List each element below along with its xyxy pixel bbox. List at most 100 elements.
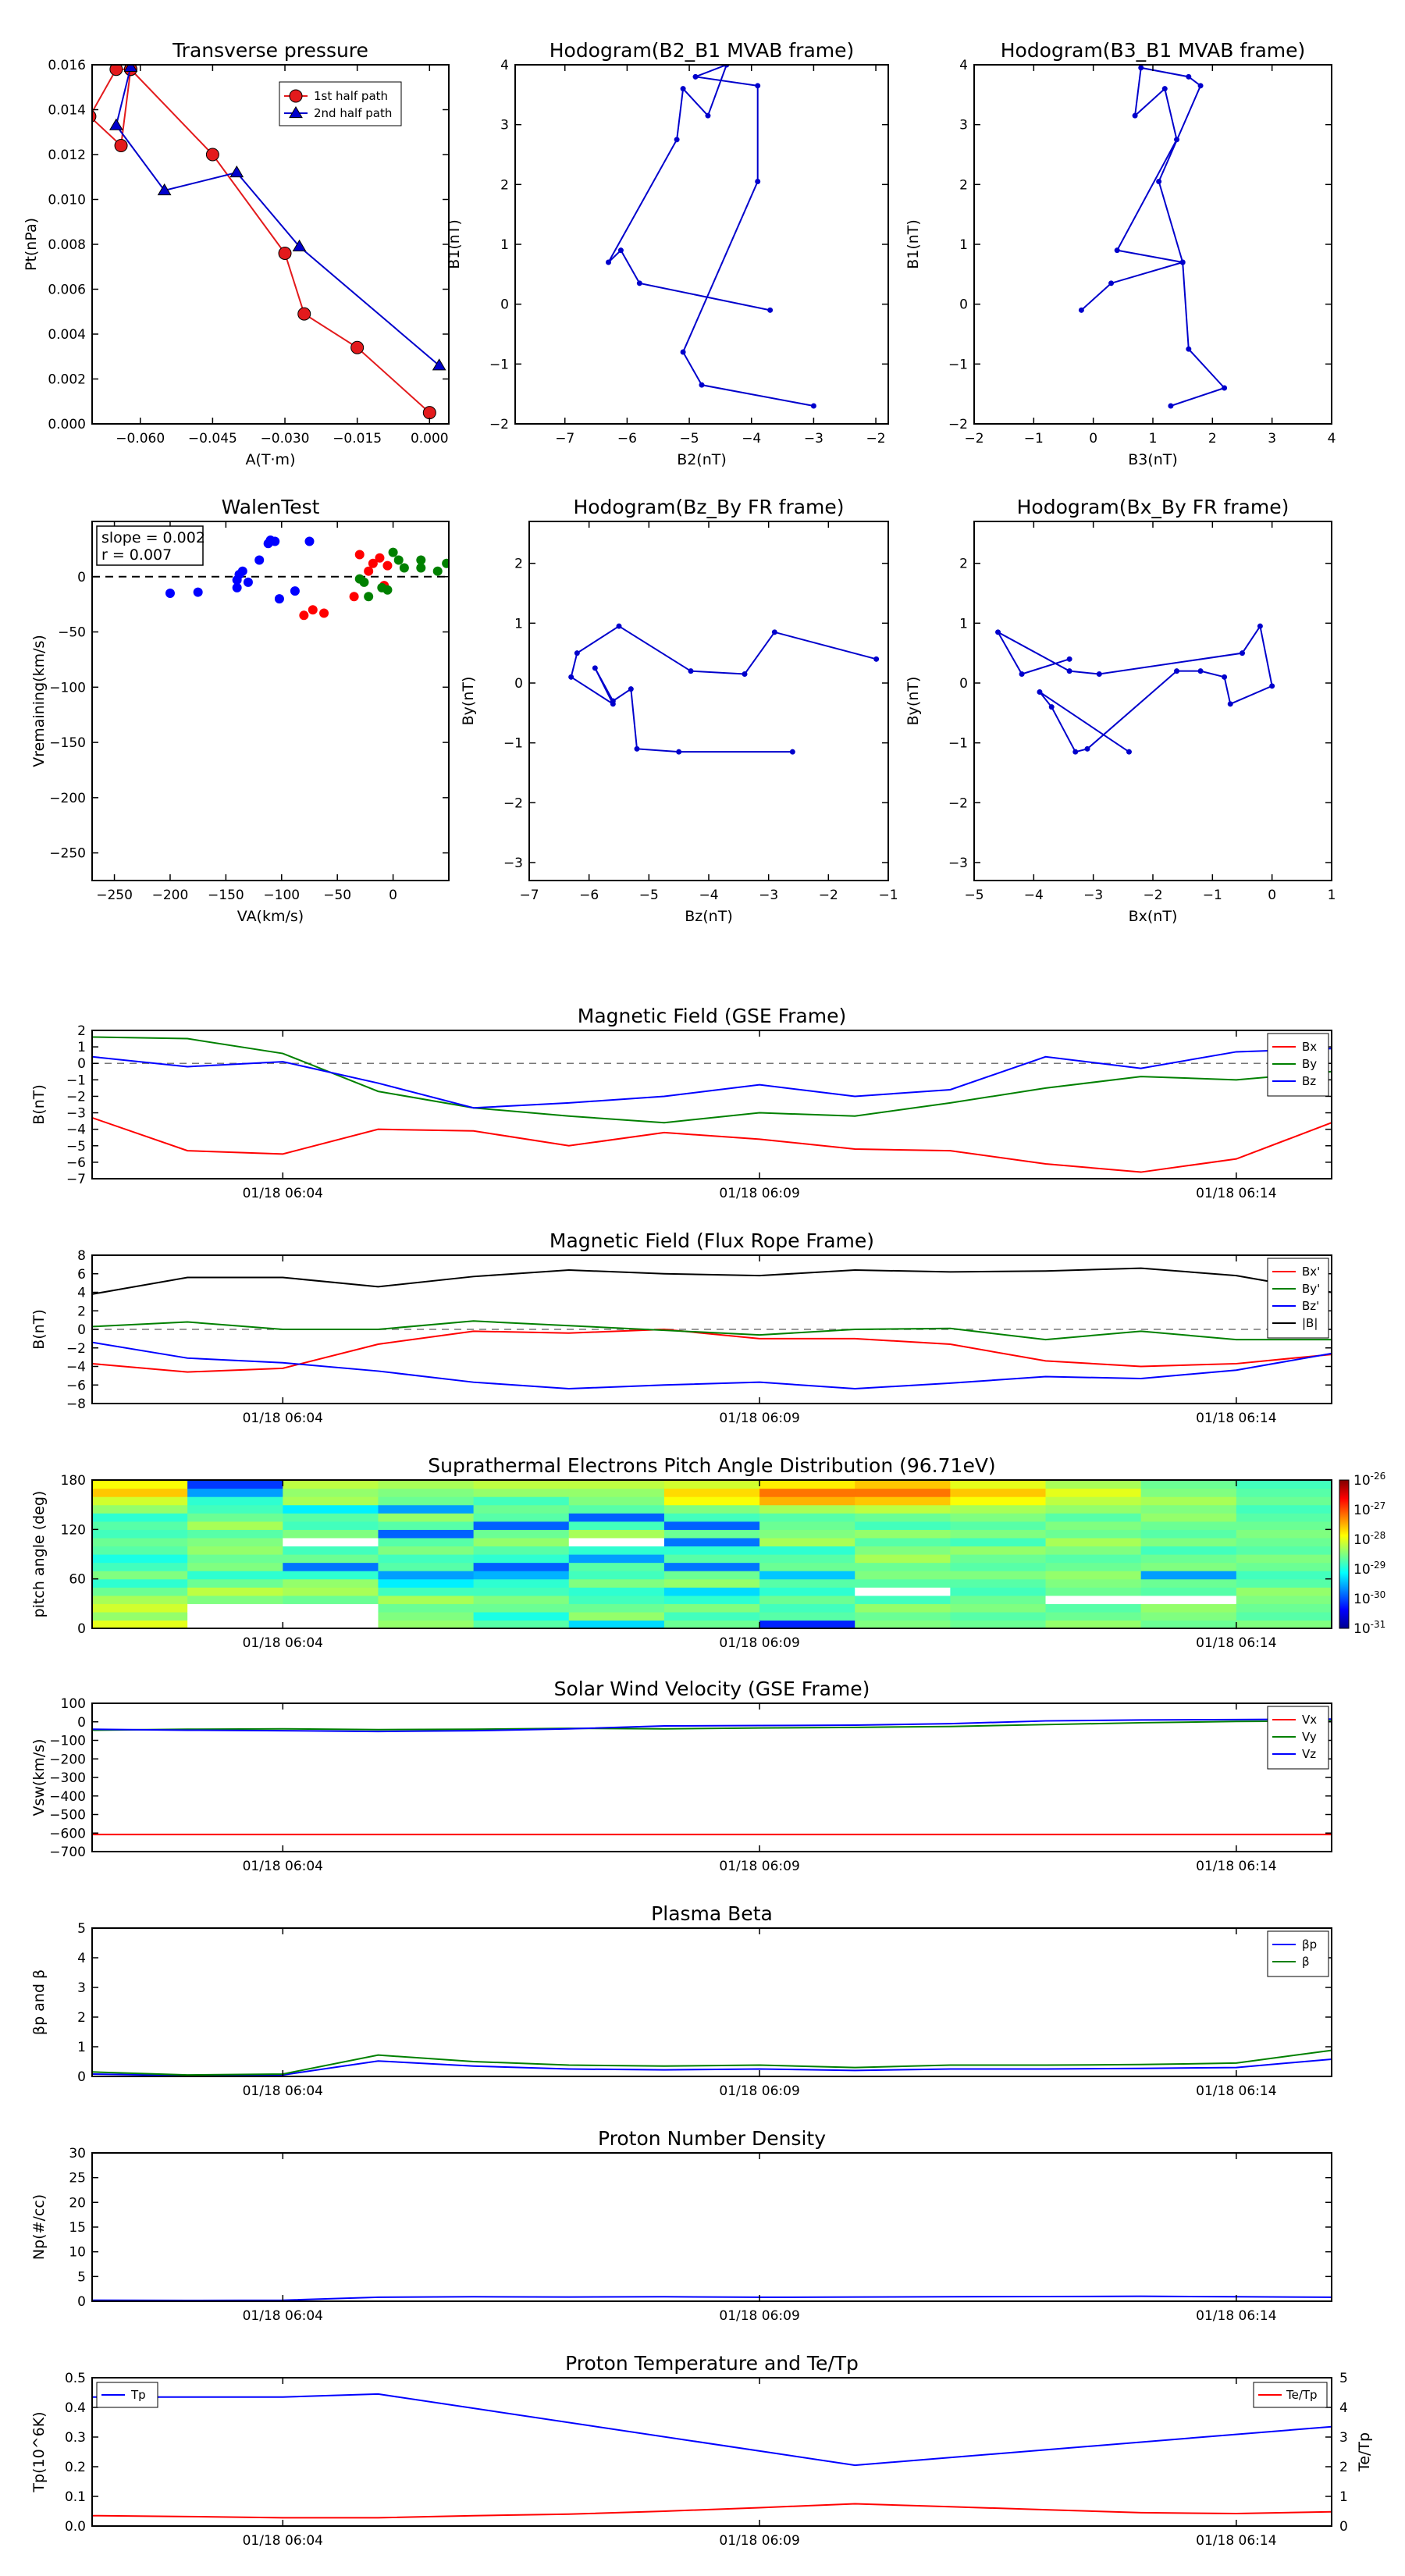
y-tick-label: 5 (77, 2269, 86, 2285)
scatter-point (388, 547, 398, 557)
data-point (1240, 650, 1245, 656)
scatter-point (442, 558, 449, 568)
heatmap-cell (568, 1571, 665, 1580)
y-axis-label: B1(nT) (446, 219, 463, 269)
heatmap-cell (283, 1546, 379, 1555)
legend-box (1267, 1033, 1329, 1097)
y-tick-label: 100 (61, 1696, 86, 1712)
scatter-point (274, 594, 284, 604)
y-tick-label: 15 (69, 2220, 86, 2236)
data-point (755, 83, 761, 89)
data-point (157, 183, 172, 196)
y-tick-label: 4 (77, 1951, 86, 1966)
heatmap-cell (473, 1587, 570, 1596)
heatmap-cell (759, 1571, 855, 1580)
data-point (1126, 749, 1132, 755)
chart-title: Proton Temperature and Te/Tp (565, 2352, 859, 2375)
y-tick-label: 0.5 (65, 2371, 86, 2386)
heatmap-cell (855, 1504, 951, 1514)
heatmap-cell (1236, 1529, 1332, 1539)
x-tick-label: −5 (639, 888, 659, 903)
heatmap-cell (855, 1603, 951, 1613)
scatter-point (193, 587, 203, 597)
y-tick-label: 20 (69, 2195, 86, 2211)
data-point (1257, 623, 1263, 629)
heatmap-cell (473, 1529, 570, 1539)
y-tick-label: 0.1 (65, 2489, 86, 2505)
heatmap-cell (855, 1554, 951, 1564)
heatmap-cell (187, 1529, 283, 1539)
heatmap-cell (473, 1620, 570, 1628)
y-axis-label: Vsw(km/s) (30, 1738, 48, 1816)
series--b- (92, 1267, 1332, 1295)
colorbar-tick-base: 10 (1353, 1592, 1371, 1607)
heatmap-cell (187, 1603, 283, 1613)
heatmap-cell (1236, 1611, 1332, 1621)
x-tick-label: −5 (680, 431, 699, 447)
series--p (92, 2058, 1332, 2076)
heatmap-cell (950, 1595, 1047, 1604)
x-tick-label: −2 (819, 888, 838, 903)
heatmap-cell (950, 1521, 1047, 1530)
heatmap-cell (283, 1595, 379, 1604)
x-tick-label: −1 (878, 888, 898, 903)
heatmap-cell (1236, 1513, 1332, 1522)
data-point (1186, 73, 1192, 80)
y-tick-label: 0.004 (48, 327, 86, 343)
heatmap-cell (1236, 1595, 1332, 1604)
heatmap-cell (187, 1537, 283, 1547)
colorbar-tick-base: 10 (1353, 1621, 1371, 1637)
legend-label: Vz (1302, 1747, 1316, 1761)
y2-tick-label: 3 (1339, 2430, 1348, 2446)
x-axis-label: B2(nT) (677, 451, 727, 468)
heatmap-cell (759, 1546, 855, 1555)
data-point (1222, 385, 1228, 391)
heatmap-cell (663, 1554, 760, 1564)
heatmap-cell (283, 1620, 379, 1628)
heatmap-cell (759, 1504, 855, 1514)
data-point (229, 165, 244, 178)
legend: Bx By Bz (1267, 1033, 1329, 1097)
colorbar-tick-exponent: -30 (1371, 1589, 1386, 1600)
heatmap-cell (1140, 1611, 1237, 1621)
x-tick-label: −6 (579, 888, 599, 903)
heatmap-cell (568, 1496, 665, 1506)
heatmap-cell (950, 1504, 1047, 1514)
heatmap-cell (473, 1595, 570, 1604)
heatmap-cell (1236, 1537, 1332, 1547)
heatmap-cell (1045, 1554, 1142, 1564)
y-tick-label: 0.0 (65, 2519, 86, 2535)
data-point (1072, 749, 1079, 755)
series-bz- (92, 1341, 1332, 1390)
time-tick-label: 01/18 06:04 (243, 2308, 323, 2324)
heatmap-cell (568, 1488, 665, 1497)
x-tick-label: 1 (1149, 431, 1158, 447)
data-point (676, 749, 682, 755)
legend-label: Bx (1302, 1040, 1317, 1054)
chart-title: Transverse pressure (172, 39, 368, 62)
y-tick-label: 0 (77, 2294, 86, 2310)
data-point (699, 382, 705, 388)
series-line (115, 66, 440, 367)
y-tick-label: 0 (77, 570, 86, 585)
heatmap-cell (378, 1562, 475, 1571)
heatmap-cell (473, 1546, 570, 1555)
data-point (1084, 745, 1090, 752)
scatter-point (416, 563, 426, 573)
data-point (810, 403, 816, 409)
heatmap-cell (1045, 1603, 1142, 1613)
y-tick-label: 2 (959, 177, 968, 193)
y-tick-label: −6 (66, 1155, 86, 1171)
heatmap-cell (187, 1562, 283, 1571)
x-tick-label: 0 (389, 888, 397, 903)
chart-pad: 0 60 120 180 01/18 06:04 01/18 06:09 01/18 06:… (30, 1454, 1385, 1651)
heatmap-cell (1045, 1595, 1142, 1604)
time-tick-label: 01/18 06:14 (1196, 2083, 1276, 2099)
heatmap-cell (187, 1488, 283, 1497)
plot-area (92, 2049, 1332, 2076)
colorbar-tick-base: 10 (1353, 1503, 1371, 1518)
colorbar-tick-exponent: -28 (1371, 1530, 1386, 1541)
y-tick-label: −1 (948, 357, 968, 372)
data-point (1174, 668, 1180, 674)
y-tick-label: 0 (959, 676, 968, 692)
